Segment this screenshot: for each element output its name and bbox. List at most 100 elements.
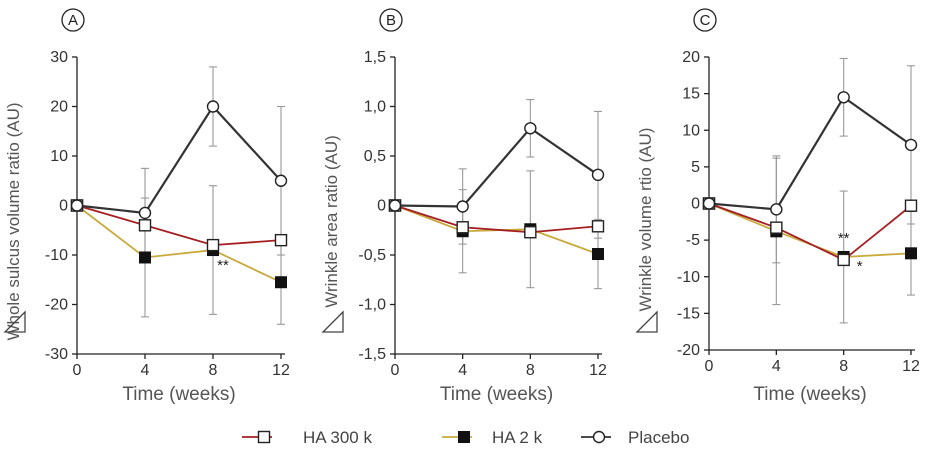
legend-label: HA 300 k [303,428,372,447]
legend-label: HA 2 k [492,428,543,447]
data-point-placebo [206,100,220,113]
y-tick-label: 20 [682,49,700,66]
y-axis-title: Whole sulcus volume ratio (AU) [4,102,23,340]
y-tick-label: -20 [677,342,700,359]
x-tick-label: 8 [209,362,218,379]
y-tick-label: 1,0 [364,99,386,116]
series-line-placebo [76,104,282,215]
data-point-placebo [388,199,402,212]
legend-item-placebo: Placebo [581,428,689,447]
data-point-ha300 [904,199,918,212]
delta-icon [321,310,344,333]
y-tick-label: 0 [377,198,386,215]
panel-letter: B [386,12,396,29]
x-tick-label: 12 [272,362,290,379]
y-tick-label: -15 [677,305,700,322]
x-tick-label: 0 [391,362,400,379]
legend-label: Placebo [628,428,689,447]
data-point-ha300 [138,219,152,232]
data-point-ha300 [524,226,537,239]
significance-annotation: * [857,258,863,275]
data-point-placebo [837,91,850,104]
data-point-ha2 [592,248,604,261]
x-tick-label: 0 [73,362,82,379]
data-point-ha2 [905,247,917,260]
delta-icon [3,310,26,333]
x-axis-title: Time (weeks) [753,384,866,405]
data-point-placebo [770,203,783,216]
legend-marker [592,430,606,444]
x-tick-label: 12 [902,358,920,375]
panel-letter-circle [379,8,403,32]
data-point-placebo [456,200,469,213]
y-axis-title: Wrinkle volume rtio (AU) [636,128,655,312]
significance-annotation: ** [838,230,850,247]
series-line-placebo [708,95,912,211]
series-line-placebo [394,126,599,208]
data-point-ha300 [770,221,783,234]
data-point-placebo [524,122,537,135]
x-axis-title: Time (weeks) [440,384,553,405]
panel-c: C 20 15 10 5 0 -5 -10 -15 -20 0 4 8 12 Time (weeks) Wri… [635,8,920,405]
legend-item-ha300: HA 300 k [242,428,372,447]
data-point-placebo [591,168,605,182]
x-tick-label: 8 [526,362,535,379]
y-tick-label: 0 [59,198,68,215]
series-line-ha300 [76,204,282,247]
y-tick-label: -10 [677,269,700,286]
data-point-placebo [904,138,918,152]
x-tick-label: 4 [772,358,781,375]
data-point-placebo [702,197,716,210]
y-tick-label: -30 [45,346,68,363]
data-point-ha300 [591,220,605,233]
series-line-ha300 [394,204,599,234]
y-tick-label: -0,5 [358,247,386,264]
y-tick-label: 0 [691,196,700,213]
legend-marker [257,430,271,444]
y-tick-label: 1,5 [364,49,386,66]
x-tick-label: 12 [589,362,607,379]
series-line-ha300 [708,202,912,261]
y-tick-label: -1,5 [358,346,386,363]
y-tick-label: 0,5 [364,148,386,165]
data-point-ha300 [206,238,220,252]
data-point-ha300 [274,233,288,247]
y-tick-label: 10 [682,122,700,139]
y-tick-label: 10 [50,148,68,165]
x-tick-label: 0 [705,358,714,375]
data-point-placebo [274,174,288,187]
x-axis-title: Time (weeks) [122,384,235,405]
x-tick-label: 4 [458,362,467,379]
panel-letter-circle [61,8,85,32]
panel-a: A 30 20 10 0 -10 -20 -30 0 4 8 12 Time (weeks) Whole … [3,8,290,405]
y-tick-label: -1,0 [358,297,386,314]
data-point-ha2 [139,251,151,264]
data-point-ha300 [837,253,850,267]
y-axis-title: Wrinkle area ratio (AU) [322,135,341,308]
y-tick-label: -5 [686,232,700,249]
legend-item-ha2: HA 2 k [442,428,543,447]
panels: A 30 20 10 0 -10 -20 -30 0 4 8 12 Time (weeks) Whole … [3,8,920,405]
delta-icon [635,310,658,333]
legend: HA 300 k HA 2 k Placebo [242,428,689,447]
data-point-ha2 [275,276,287,289]
data-point-placebo [138,206,152,220]
significance-annotation: ** [217,257,229,274]
y-tick-label: -20 [45,297,68,314]
panel-letter-circle [693,8,717,32]
panel-letter: A [68,12,78,29]
data-point-ha300 [456,221,469,234]
legend-marker [458,431,470,443]
y-tick-label: 30 [50,49,68,66]
y-tick-label: -10 [45,247,68,264]
data-point-placebo [70,199,84,212]
y-tick-label: 15 [682,86,700,103]
y-tick-label: 5 [691,159,700,176]
x-tick-label: 8 [839,358,848,375]
panel-letter: C [700,12,711,29]
x-tick-label: 4 [141,362,150,379]
panel-b: B 1,5 1,0 0,5 0 -0,5 -1,0 -1,5 0 4 8 12 Time (weeks)… [321,8,607,405]
series-line-ha2 [76,204,282,284]
y-tick-label: 20 [50,99,68,116]
